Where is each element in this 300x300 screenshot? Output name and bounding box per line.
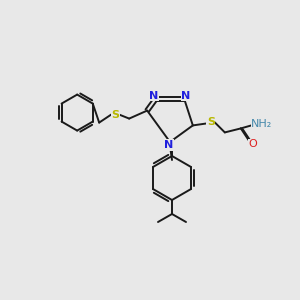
Text: S: S xyxy=(111,110,119,120)
Text: N: N xyxy=(149,91,158,100)
Text: O: O xyxy=(248,140,257,149)
Text: NH₂: NH₂ xyxy=(251,119,272,129)
Text: N: N xyxy=(182,91,191,100)
Text: S: S xyxy=(207,117,215,128)
Text: N: N xyxy=(164,140,174,150)
